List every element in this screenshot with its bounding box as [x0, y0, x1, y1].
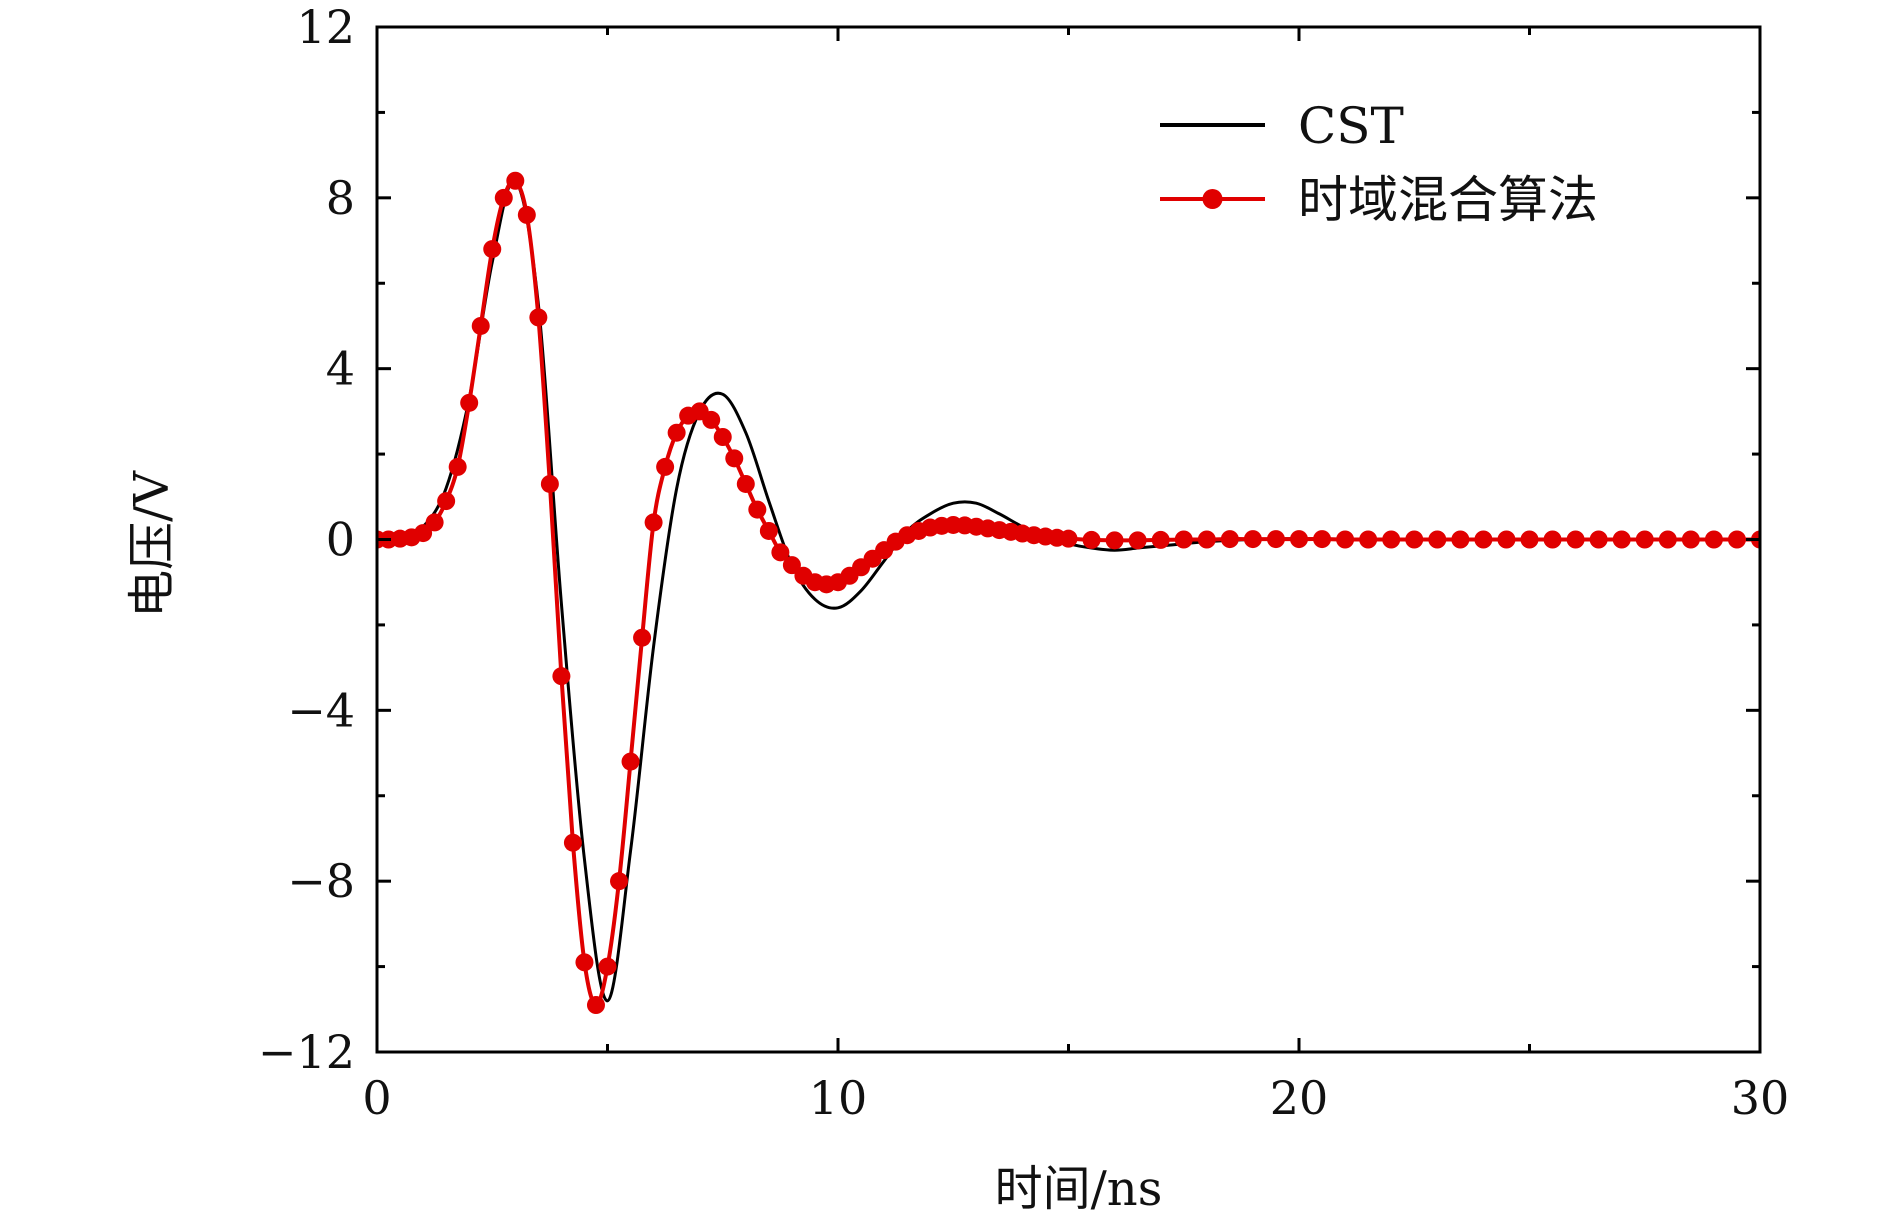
series-0 [377, 178, 1760, 1003]
data-point [1428, 530, 1447, 549]
ticks-layer [375, 25, 1762, 1054]
data-point [1128, 531, 1147, 550]
data-point [517, 205, 536, 224]
data-point [759, 521, 778, 540]
data-point [1704, 530, 1723, 549]
data-point [1520, 530, 1539, 549]
data-point [425, 513, 444, 532]
data-point [667, 423, 686, 442]
series-line [377, 178, 1760, 1007]
data-point [529, 308, 548, 327]
data-point [1336, 530, 1355, 549]
x-tick-label: 30 [1731, 1071, 1790, 1125]
legend: CST 时域混合算法 [1160, 97, 1598, 229]
data-point [748, 500, 767, 519]
data-point [656, 457, 675, 476]
data-point [598, 957, 617, 976]
data-point [1727, 530, 1746, 549]
data-point [483, 240, 502, 259]
data-point [1197, 530, 1216, 549]
data-point [460, 393, 479, 412]
data-point [1266, 530, 1285, 549]
data-point [736, 474, 755, 493]
x-tick-label: 0 [362, 1071, 391, 1125]
data-point [1151, 530, 1170, 549]
y-tick-label: 4 [326, 342, 355, 396]
y-tick-label: −4 [287, 683, 355, 737]
x-tick-label: 20 [1270, 1071, 1329, 1125]
data-point [540, 474, 559, 493]
data-point [1313, 530, 1332, 549]
y-tick-label: 0 [326, 513, 355, 567]
data-point [586, 996, 605, 1015]
data-point [702, 410, 721, 429]
data-point [1359, 530, 1378, 549]
data-point [610, 872, 629, 891]
legend-label-cst: CST [1298, 97, 1404, 155]
data-point [644, 513, 663, 532]
data-point [471, 316, 490, 335]
y-tick-label: −12 [258, 1025, 355, 1079]
data-point [1220, 530, 1239, 549]
data-point [437, 492, 456, 511]
series-1 [377, 171, 1760, 1015]
data-point [713, 428, 732, 446]
data-point [1082, 530, 1101, 549]
y-tick-label: 12 [296, 0, 355, 54]
data-point [1451, 530, 1470, 549]
x-axis-label: 时间/ns [995, 1161, 1163, 1217]
legend-marker-hybrid [1202, 189, 1223, 209]
legend-label-hybrid: 时域混合算法 [1298, 171, 1598, 229]
series-line [377, 178, 1760, 1003]
data-point [1474, 530, 1493, 549]
data-point [1059, 529, 1078, 548]
data-point [1243, 530, 1262, 549]
data-point [414, 524, 433, 543]
data-point [782, 556, 801, 575]
data-point [633, 628, 652, 647]
y-axis-label: 电压/V [124, 470, 180, 618]
y-tick-label: 8 [326, 171, 355, 225]
data-point [1612, 530, 1631, 549]
data-point [725, 449, 744, 468]
data-point [1635, 530, 1654, 549]
data-point [552, 667, 571, 686]
data-point [448, 457, 467, 476]
y-tick-label: −8 [287, 854, 355, 908]
data-point [563, 833, 582, 852]
x-tick-label: 10 [809, 1071, 868, 1125]
data-point [1174, 530, 1193, 549]
data-point [1543, 530, 1562, 549]
data-point [1405, 530, 1424, 549]
data-point [1382, 530, 1401, 549]
data-point [1290, 530, 1308, 549]
data-point [771, 543, 790, 562]
data-point [1589, 530, 1608, 549]
data-point [1105, 531, 1124, 550]
data-point [506, 171, 525, 190]
data-point [575, 953, 594, 972]
data-point [1497, 530, 1516, 549]
data-point [1681, 530, 1700, 549]
data-point [1566, 530, 1585, 549]
data-point [494, 188, 513, 207]
data-point [621, 752, 640, 771]
series-layer [377, 171, 1760, 1015]
data-point [1658, 530, 1677, 549]
labels-layer: 0 10 20 30 −12 −8 −4 0 4 8 12 [258, 0, 1789, 1125]
